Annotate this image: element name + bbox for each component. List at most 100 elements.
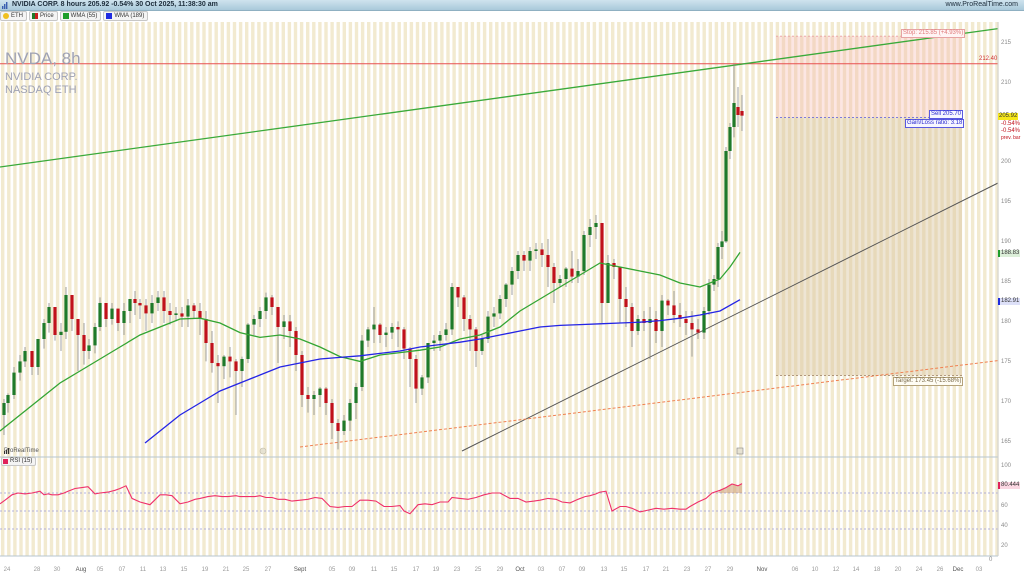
price-tick-210: 210 [1001, 80, 1012, 86]
price-tick-200: 200 [1001, 159, 1012, 165]
time-tick: 25 [242, 567, 250, 573]
time-tick: 07 [118, 567, 126, 573]
price-tick-185: 185 [1001, 279, 1012, 285]
calendar-event-icon [259, 447, 267, 455]
wma189-swatch-icon [106, 13, 113, 19]
time-tick: 17 [412, 567, 420, 573]
time-tick: 03 [975, 567, 983, 573]
stop-label[interactable]: Stop: 215.85 (+4.93%) [901, 29, 966, 38]
time-tick: 13 [159, 567, 167, 573]
rsi-legend[interactable]: RSI (15) [1, 457, 37, 466]
rsi-value-badge: 80.444 [998, 482, 1021, 489]
change-note: prev. bar [1001, 135, 1021, 141]
legend-eth[interactable]: ETH [0, 11, 27, 21]
time-tick: Aug [75, 567, 87, 573]
time-tick: 11 [139, 567, 147, 573]
time-tick: 03 [537, 567, 545, 573]
time-tick: 28 [33, 567, 41, 573]
sell-label[interactable]: Sell 205.70 [929, 110, 964, 119]
legend-price[interactable]: Price [29, 11, 58, 21]
time-tick: Dec [952, 567, 964, 573]
time-tick: 29 [496, 567, 504, 573]
company-watermark: NVIDIA CORP. [5, 71, 78, 83]
exchange-watermark: NASDAQ ETH [5, 84, 77, 96]
wma55-swatch-icon [62, 13, 69, 19]
prorealtime-logo-icon [2, 2, 8, 9]
wma55-value-badge: 188.83 [998, 250, 1021, 257]
time-tick: 24 [915, 567, 923, 573]
candlesticks [2, 63, 744, 455]
time-tick: 23 [453, 567, 461, 573]
time-tick: 13 [600, 567, 608, 573]
moving-averages [0, 252, 741, 444]
price-tick-170: 170 [1001, 399, 1012, 405]
order-zone [776, 35, 962, 376]
time-tick: 25 [474, 567, 482, 573]
time-tick: 15 [180, 567, 188, 573]
time-tick: 20 [894, 567, 902, 573]
background-stripes [1, 22, 999, 556]
rsi-tick-100: 100 [1001, 463, 1012, 469]
time-tick: 17 [642, 567, 650, 573]
time-tick: 19 [201, 567, 209, 573]
time-tick: 24 [3, 567, 11, 573]
time-tick: 21 [662, 567, 670, 573]
time-tick: Nov [756, 567, 768, 573]
price-swatch-icon [32, 13, 38, 19]
target-label[interactable]: Target: 173.45 (-15.68%) [893, 377, 964, 386]
price-tick-180: 180 [1001, 319, 1012, 325]
rsi-swatch-icon [3, 459, 8, 464]
time-tick: 07 [558, 567, 566, 573]
price-tick-175: 175 [1001, 359, 1012, 365]
symbol-watermark: NVDA, 8h [5, 49, 81, 68]
legend-bar: ETH Price WMA (55) WMA (189) [0, 11, 149, 21]
legend-wma55[interactable]: WMA (55) [59, 11, 102, 21]
rsi-tick-60: 60 [1001, 503, 1008, 509]
change-percent-prev: -0.54% [1001, 128, 1021, 134]
rsi-tick-0: 0 [989, 557, 993, 563]
time-tick: 05 [96, 567, 104, 573]
time-tick: Oct [515, 567, 525, 573]
trend-lines [0, 27, 999, 452]
chart-title: NVIDIA CORP. 8 hours 205.92 -0.54% 30 Oc… [12, 1, 218, 8]
rsi-tick-20: 20 [1001, 543, 1008, 549]
rsi-panel [0, 483, 998, 530]
time-tick: 14 [852, 567, 860, 573]
last-price-badge: 205.92 [998, 113, 1019, 120]
legend-wma189[interactable]: WMA (189) [103, 11, 149, 21]
website-label: www.ProRealTime.com [945, 1, 1018, 8]
time-tick: 06 [791, 567, 799, 573]
wma189-value-badge: 182.91 [998, 298, 1021, 305]
price-tick-190: 190 [1001, 239, 1012, 245]
price-tick-215: 215 [1001, 40, 1012, 46]
time-tick: 15 [620, 567, 628, 573]
time-tick: 27 [264, 567, 272, 573]
time-tick: 19 [432, 567, 440, 573]
time-tick: 27 [704, 567, 712, 573]
time-tick: 21 [222, 567, 230, 573]
time-tick: 15 [390, 567, 398, 573]
resistance-value: 212.40 [979, 56, 998, 62]
time-tick: 05 [328, 567, 336, 573]
prorealtime-brand: ProRealTime [4, 448, 39, 454]
title-bar: NVIDIA CORP. 8 hours 205.92 -0.54% 30 Oc… [0, 0, 1024, 11]
time-tick: 09 [348, 567, 356, 573]
prorealtime-logo-icon [4, 448, 10, 454]
time-tick: 30 [53, 567, 61, 573]
price-tick-195: 195 [1001, 199, 1012, 205]
time-tick: 18 [873, 567, 881, 573]
time-tick: 29 [726, 567, 734, 573]
time-tick: Sept [293, 567, 307, 573]
change-percent: -0.54% [1001, 121, 1021, 127]
time-tick: 12 [832, 567, 840, 573]
time-tick: 10 [811, 567, 819, 573]
time-tick: 23 [683, 567, 691, 573]
eth-sun-icon [3, 13, 9, 19]
time-tick: 11 [370, 567, 378, 573]
price-tick-165: 165 [1001, 439, 1012, 445]
gain-loss-ratio-label: Gain/Loss ratio: 3.18 [905, 119, 965, 128]
time-tick: 09 [578, 567, 586, 573]
time-tick: 26 [936, 567, 944, 573]
rsi-tick-40: 40 [1001, 523, 1008, 529]
